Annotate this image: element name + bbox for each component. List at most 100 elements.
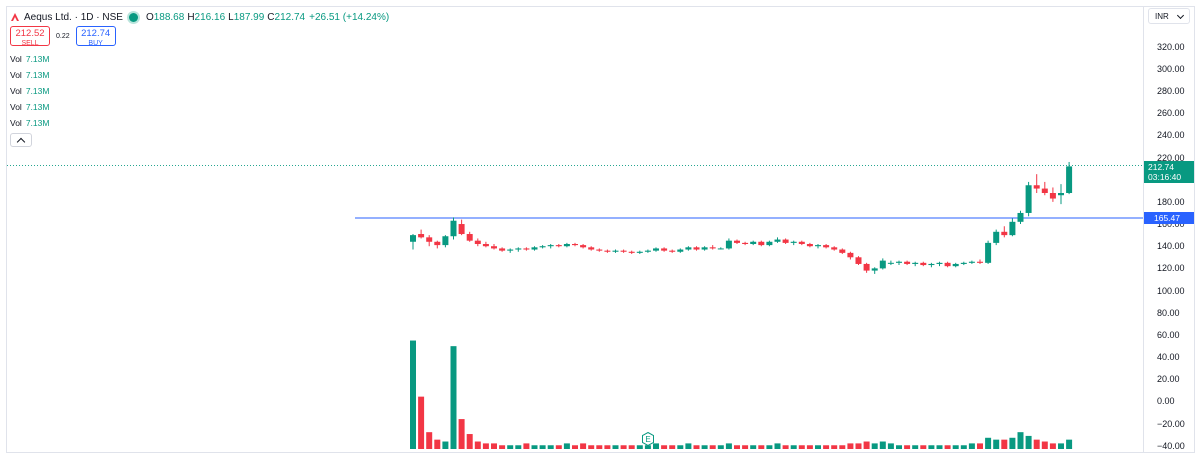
y-tick-label: 180.00 — [1157, 196, 1185, 207]
trade-panel: 212.52 SELL 0.22 212.74 BUY — [10, 26, 116, 47]
candle-body — [669, 250, 676, 252]
candle-body — [863, 263, 870, 271]
volume-bar — [588, 445, 595, 449]
indicator-label: Vol — [10, 102, 22, 112]
candle-body — [798, 241, 805, 244]
horizontal-line-tag[interactable]: 165.47 — [1144, 212, 1194, 224]
volume-indicator-1[interactable]: Vol 7.13M — [10, 54, 49, 64]
last-price-value: 212.74 — [1148, 162, 1174, 172]
candle-body — [572, 243, 578, 246]
volume-bar — [725, 443, 732, 449]
volume-bar — [636, 445, 643, 449]
candle-body — [709, 247, 716, 249]
volume-bar — [555, 445, 562, 449]
candle-body — [1025, 185, 1032, 213]
price-chart[interactable] — [7, 7, 1143, 453]
volume-bar — [620, 445, 627, 449]
candle-body — [782, 239, 789, 243]
y-tick-label: 80.00 — [1157, 307, 1180, 318]
open-label: O — [145, 11, 154, 23]
volume-bar — [628, 445, 635, 449]
candle-body — [944, 262, 951, 267]
candle-body — [960, 262, 967, 264]
volume-bar — [985, 437, 992, 449]
candle-body — [1017, 212, 1024, 222]
collapse-indicators-button[interactable] — [10, 133, 32, 147]
volume-bar — [1033, 439, 1040, 449]
low-label: L — [228, 11, 234, 23]
candle-body — [815, 245, 821, 247]
indicator-value: 7.13M — [25, 118, 50, 128]
volume-bar — [742, 445, 749, 449]
volume-bar — [912, 445, 919, 449]
candle-body — [418, 234, 425, 238]
currency-selector[interactable]: INR — [1148, 8, 1190, 24]
volume-indicator-3[interactable]: Vol 7.13M — [10, 86, 49, 96]
spread-value: 0.22 — [56, 32, 70, 40]
candle-body — [1049, 193, 1056, 199]
volume-bar — [904, 445, 911, 449]
y-tick-label: −40.00 — [1157, 440, 1185, 451]
earnings-label: E — [645, 435, 650, 444]
indicator-label: Vol — [10, 86, 22, 96]
candle-body — [563, 243, 570, 247]
volume-indicator-2[interactable]: Vol 7.13M — [10, 70, 49, 80]
candle-body — [871, 268, 878, 271]
volume-bar — [507, 445, 514, 449]
buy-button[interactable]: 212.74 BUY — [75, 26, 116, 47]
volume-bar — [806, 445, 813, 449]
low-value: 187.99 — [233, 11, 265, 23]
candle-body — [644, 250, 651, 252]
candle-body — [952, 263, 959, 267]
symbol-title[interactable]: Aequs Ltd. · 1D · NSE — [24, 11, 123, 23]
volume-indicator-4[interactable]: Vol 7.13M — [10, 102, 49, 112]
candle-body — [904, 261, 911, 264]
candle-body — [847, 252, 854, 258]
candle-body — [677, 249, 684, 252]
candle-body — [588, 247, 595, 250]
y-tick-label: 280.00 — [1157, 86, 1185, 97]
volume-bar — [968, 443, 975, 449]
volume-indicator-5[interactable]: Vol 7.13M — [10, 118, 49, 128]
volume-bar — [823, 445, 830, 449]
y-tick-label: 140.00 — [1157, 241, 1185, 252]
volume-bar — [693, 445, 700, 449]
y-tick-label: 240.00 — [1157, 130, 1185, 141]
y-tick-label: 300.00 — [1157, 63, 1185, 74]
candle-body — [1033, 185, 1040, 189]
volume-bar — [944, 445, 951, 449]
candle-body — [831, 247, 838, 250]
volume-bar — [734, 445, 740, 449]
candle-body — [896, 261, 902, 263]
candle-body — [410, 235, 416, 242]
y-tick-label: −20.00 — [1157, 418, 1185, 429]
indicator-label: Vol — [10, 70, 22, 80]
earnings-icon[interactable]: E — [642, 432, 654, 446]
candle-body — [531, 247, 538, 250]
price-axis[interactable] — [1143, 7, 1195, 453]
candle-body — [458, 224, 465, 235]
volume-bar — [653, 443, 659, 449]
close-label: C — [267, 11, 275, 23]
candle-body — [555, 245, 562, 247]
sell-button[interactable]: 212.52 SELL — [10, 26, 50, 47]
high-label: H — [187, 11, 195, 23]
candle-body — [636, 251, 643, 253]
candle-body — [693, 247, 700, 250]
candle-body — [426, 237, 433, 242]
candle-body — [434, 241, 441, 246]
volume-bar — [418, 396, 425, 449]
volume-bar — [434, 439, 441, 449]
candle-body — [604, 250, 611, 252]
candle-body — [806, 243, 813, 247]
candle-body — [653, 248, 659, 251]
volume-bar — [960, 445, 967, 449]
volume-bar — [952, 445, 959, 449]
candle-body — [790, 241, 797, 243]
candle-body — [985, 242, 992, 263]
candle-body — [499, 248, 506, 251]
volume-bar — [790, 445, 797, 449]
volume-bar — [920, 445, 927, 449]
